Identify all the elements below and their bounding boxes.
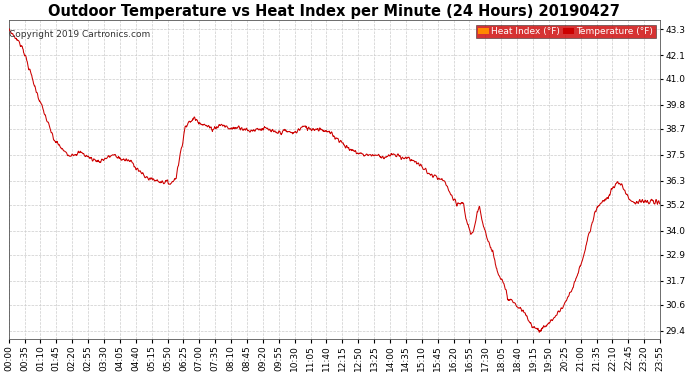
Text: Copyright 2019 Cartronics.com: Copyright 2019 Cartronics.com xyxy=(10,30,150,39)
Legend: Heat Index (°F), Temperature (°F): Heat Index (°F), Temperature (°F) xyxy=(475,25,656,38)
Title: Outdoor Temperature vs Heat Index per Minute (24 Hours) 20190427: Outdoor Temperature vs Heat Index per Mi… xyxy=(48,4,620,19)
